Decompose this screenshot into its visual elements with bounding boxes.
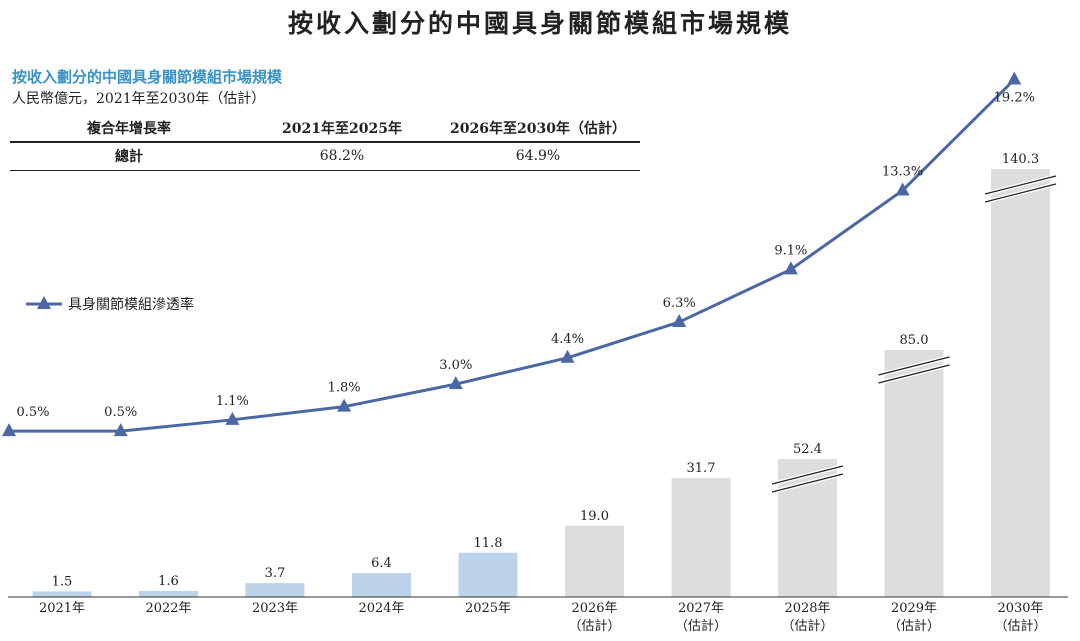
legend-label: 具身關節模組滲透率: [68, 296, 194, 313]
penetration-line: [9, 78, 1016, 433]
axis-breaks-layer: [771, 174, 1057, 494]
penetration-marker: [337, 398, 352, 412]
penetration-value-label: 4.4%: [551, 332, 584, 347]
bar-value-label: 6.4: [371, 556, 392, 571]
chart-title: 按收入劃分的中國具身關節模組市場規模: [287, 9, 792, 38]
penetration-marker: [1007, 71, 1022, 85]
bar-value-label: 1.5: [52, 574, 73, 589]
x-tick-sublabel: （估計）: [781, 618, 833, 634]
penetration-value-label: 3.0%: [439, 358, 472, 373]
bar-2023年: [245, 583, 305, 597]
penetration-marker: [225, 411, 240, 425]
cagr-value-period-2: 64.9%: [436, 142, 640, 171]
cagr-header-period-1: 2021年至2025年: [248, 116, 436, 143]
x-tick-labels-layer: 2021年 2022年 2023年 2024年 2025年 2026年 （估計） 2027年 （…: [39, 601, 1047, 634]
legend: 具身關節模組滲透率: [26, 296, 194, 313]
penetration-value-label: 19.2%: [994, 91, 1035, 106]
penetration-marker: [448, 376, 463, 390]
chart-subtitle: 按收入劃分的中國具身關節模組市場規模: [12, 68, 283, 86]
cagr-table: 複合年增長率 2021年至2025年 2026年至2030年（估計） 總計 68…: [10, 116, 640, 171]
penetration-value-label: 9.1%: [774, 243, 807, 258]
bar-value-label: 31.7: [687, 461, 716, 476]
x-tick-label: 2028年: [784, 601, 830, 616]
penetration-value-label: 1.8%: [328, 381, 361, 396]
penetration-value-label: 13.3%: [882, 164, 923, 179]
x-tick-label: 2026年: [571, 601, 617, 616]
penetration-marker: [783, 261, 798, 275]
cagr-header-label: 複合年增長率: [10, 116, 248, 143]
penetration-marker: [895, 182, 910, 196]
cagr-value-period-1: 68.2%: [248, 142, 436, 171]
bar-2022年: [139, 591, 198, 597]
x-tick-sublabel: （估計）: [675, 618, 727, 634]
axis-break-mark: [771, 464, 844, 494]
bar-2026年: [565, 525, 624, 597]
axis-break-mark: [984, 174, 1057, 204]
x-tick-label: 2022年: [145, 601, 191, 616]
penetration-marker: [560, 349, 575, 363]
bar-value-label: 140.3: [1002, 152, 1039, 167]
bar-value-label: 52.4: [793, 442, 822, 457]
x-tick-label: 2021年: [39, 601, 85, 616]
penetration-value-label: 6.3%: [663, 296, 696, 311]
cagr-total-row: 總計 68.2% 64.9%: [10, 142, 640, 171]
x-tick-sublabel: （估計）: [994, 618, 1046, 634]
penetration-marker: [2, 423, 16, 437]
x-tick-label: 2025年: [465, 601, 511, 616]
x-tick-sublabel: （估計）: [568, 618, 620, 634]
bar-2027年: [671, 478, 731, 597]
bar-2030年: [991, 169, 1050, 597]
penetration-line-layer: 0.5% 0.5% 1.1% 1.8% 3.0% 4.4% 6.3% 9.1% 13.3% 19.…: [2, 71, 1035, 437]
x-tick-label: 2027年: [678, 601, 724, 616]
bars-layer: [32, 169, 1050, 597]
penetration-marker: [672, 314, 687, 328]
bar-2021年: [32, 591, 92, 597]
bar-2024年: [352, 573, 411, 597]
x-tick-label: 2030年: [997, 601, 1043, 616]
cagr-row-label: 總計: [10, 142, 248, 171]
penetration-value-label: 0.5%: [104, 405, 137, 420]
bar-value-label: 19.0: [580, 509, 609, 524]
x-tick-label: 2029年: [891, 601, 937, 616]
penetration-marker: [113, 423, 128, 437]
penetration-value-label: 0.5%: [16, 405, 49, 420]
cagr-header-row: 複合年增長率 2021年至2025年 2026年至2030年（估計）: [10, 116, 640, 143]
bar-2029年: [884, 350, 944, 597]
x-tick-sublabel: （估計）: [888, 618, 940, 634]
bar-value-label: 1.6: [158, 574, 179, 589]
x-tick-label: 2024年: [358, 601, 404, 616]
axis-break-mark: [878, 355, 950, 385]
bar-value-label: 3.7: [265, 566, 286, 581]
unit-note: 人民幣億元，2021年至2030年（估計）: [12, 91, 266, 107]
bar-labels-layer: 1.5 1.6 3.7 6.4 11.8 19.0 31.7 52.4 85.0 140.3: [52, 152, 1039, 589]
x-tick-label: 2023年: [252, 601, 298, 616]
legend-triangle-icon: [37, 296, 51, 309]
bar-value-label: 85.0: [900, 333, 929, 348]
bar-value-label: 11.8: [474, 536, 503, 551]
bar-2025年: [458, 552, 518, 597]
cagr-header-period-2: 2026年至2030年（估計）: [436, 116, 640, 143]
penetration-value-label: 1.1%: [216, 394, 249, 409]
